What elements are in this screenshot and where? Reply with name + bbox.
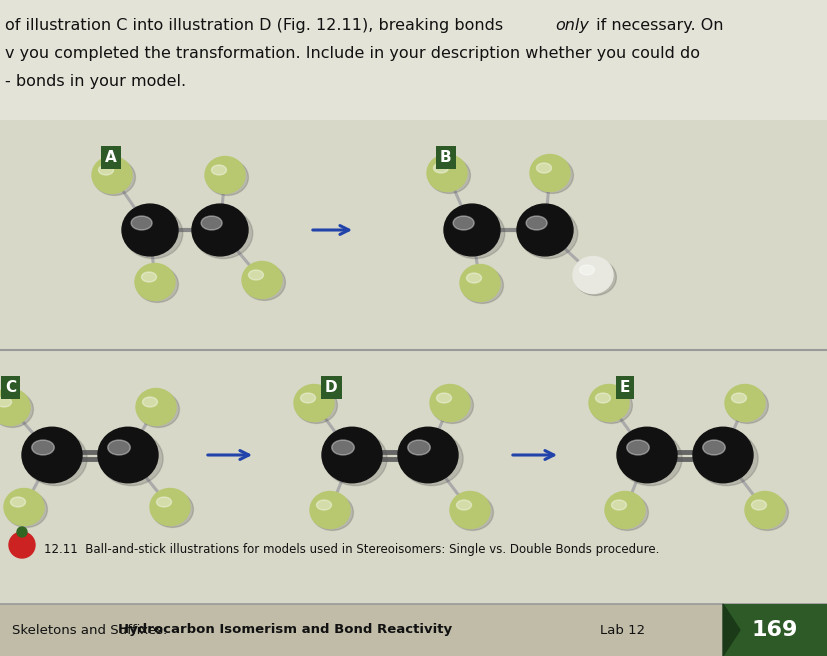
Ellipse shape	[595, 393, 609, 403]
Text: Lab 12: Lab 12	[600, 623, 644, 636]
Ellipse shape	[316, 500, 331, 510]
Ellipse shape	[194, 208, 252, 258]
Ellipse shape	[572, 256, 612, 293]
Ellipse shape	[525, 216, 547, 230]
Ellipse shape	[201, 216, 222, 230]
Ellipse shape	[6, 491, 47, 527]
Ellipse shape	[590, 388, 632, 423]
Ellipse shape	[529, 155, 569, 192]
Ellipse shape	[626, 440, 648, 455]
Ellipse shape	[730, 393, 746, 403]
Ellipse shape	[724, 384, 764, 422]
Text: of illustration C into illustration D (Fig. 12.11), breaking bonds: of illustration C into illustration D (F…	[5, 18, 508, 33]
Ellipse shape	[399, 432, 462, 485]
Ellipse shape	[436, 393, 451, 403]
Ellipse shape	[150, 489, 189, 525]
Ellipse shape	[531, 157, 573, 194]
Ellipse shape	[323, 432, 387, 485]
Text: only: only	[554, 18, 588, 33]
Ellipse shape	[427, 155, 466, 192]
Text: A: A	[105, 150, 117, 165]
Ellipse shape	[311, 495, 353, 531]
Ellipse shape	[692, 427, 752, 483]
Ellipse shape	[443, 204, 500, 256]
Ellipse shape	[100, 432, 163, 485]
Text: 12.11  Ball-and-stick illustrations for models used in Stereoisomers: Single vs.: 12.11 Ball-and-stick illustrations for m…	[44, 544, 658, 556]
Text: B: B	[439, 150, 451, 165]
Ellipse shape	[205, 157, 245, 194]
Text: v you completed the transformation. Include in your description whether you coul: v you completed the transformation. Incl…	[5, 46, 699, 61]
Ellipse shape	[611, 500, 626, 510]
Ellipse shape	[332, 440, 354, 455]
Polygon shape	[722, 604, 739, 656]
Ellipse shape	[456, 500, 471, 510]
Ellipse shape	[151, 491, 194, 527]
Ellipse shape	[309, 491, 350, 529]
Ellipse shape	[725, 388, 767, 423]
Ellipse shape	[24, 432, 87, 485]
Circle shape	[9, 532, 35, 558]
Ellipse shape	[93, 159, 136, 195]
Ellipse shape	[431, 388, 473, 423]
Ellipse shape	[694, 432, 758, 485]
Ellipse shape	[98, 165, 113, 175]
Ellipse shape	[141, 272, 156, 282]
Text: D: D	[325, 380, 337, 395]
Ellipse shape	[619, 432, 681, 485]
FancyBboxPatch shape	[0, 0, 827, 120]
Ellipse shape	[429, 384, 470, 422]
Ellipse shape	[398, 427, 457, 483]
Text: E: E	[619, 380, 629, 395]
Ellipse shape	[136, 388, 176, 426]
Ellipse shape	[241, 262, 282, 298]
Ellipse shape	[451, 495, 493, 531]
Ellipse shape	[428, 157, 470, 194]
FancyBboxPatch shape	[722, 604, 827, 656]
Ellipse shape	[122, 204, 178, 256]
Ellipse shape	[124, 208, 183, 258]
Ellipse shape	[516, 204, 572, 256]
Ellipse shape	[605, 491, 644, 529]
Ellipse shape	[108, 440, 130, 455]
Ellipse shape	[295, 388, 337, 423]
Ellipse shape	[751, 500, 766, 510]
Ellipse shape	[702, 440, 724, 455]
Ellipse shape	[98, 427, 158, 483]
Ellipse shape	[300, 393, 315, 403]
Ellipse shape	[574, 259, 615, 295]
Ellipse shape	[461, 268, 503, 303]
Ellipse shape	[192, 204, 248, 256]
Ellipse shape	[322, 427, 381, 483]
Ellipse shape	[137, 392, 179, 428]
Text: C: C	[5, 380, 16, 395]
Ellipse shape	[449, 491, 490, 529]
Ellipse shape	[579, 265, 594, 275]
Ellipse shape	[294, 384, 333, 422]
Ellipse shape	[131, 216, 152, 230]
Ellipse shape	[211, 165, 227, 175]
Ellipse shape	[0, 397, 12, 407]
Ellipse shape	[92, 157, 131, 194]
Ellipse shape	[22, 427, 82, 483]
Ellipse shape	[248, 270, 263, 280]
Ellipse shape	[616, 427, 676, 483]
Text: if necessary. On: if necessary. On	[590, 18, 723, 33]
Ellipse shape	[142, 397, 157, 407]
Ellipse shape	[466, 273, 481, 283]
Ellipse shape	[460, 264, 500, 302]
Ellipse shape	[605, 495, 648, 531]
Ellipse shape	[31, 440, 55, 455]
Ellipse shape	[519, 208, 577, 258]
Ellipse shape	[0, 392, 33, 428]
Ellipse shape	[136, 266, 178, 302]
Ellipse shape	[452, 216, 474, 230]
Text: Hydrocarbon Isomerism and Bond Reactivity: Hydrocarbon Isomerism and Bond Reactivit…	[118, 623, 452, 636]
Ellipse shape	[206, 159, 248, 195]
Circle shape	[17, 527, 27, 537]
Ellipse shape	[588, 384, 629, 422]
Ellipse shape	[446, 208, 504, 258]
Ellipse shape	[135, 264, 174, 300]
Ellipse shape	[0, 388, 30, 426]
Ellipse shape	[407, 440, 430, 455]
